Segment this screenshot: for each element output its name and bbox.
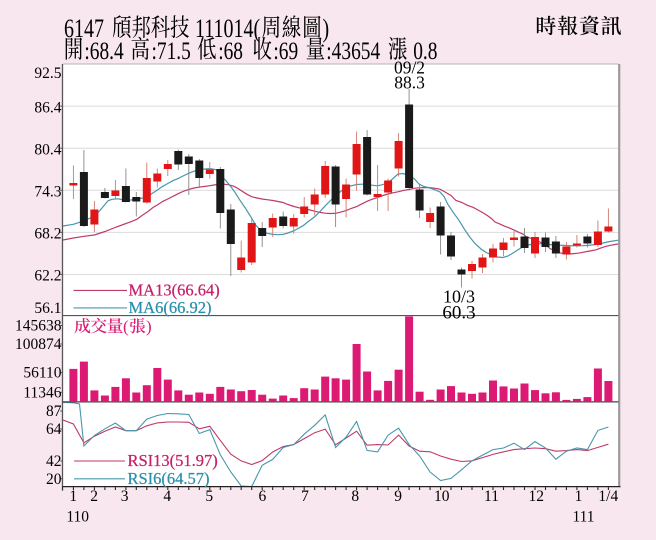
svg-text::68: :68 — [218, 37, 243, 65]
svg-text:): ) — [146, 317, 152, 336]
svg-text:1: 1 — [69, 488, 77, 505]
svg-text:64: 64 — [46, 421, 62, 438]
svg-text:80.4: 80.4 — [34, 141, 61, 158]
svg-text:111014(: 111014( — [195, 15, 260, 44]
svg-text:5: 5 — [205, 488, 213, 505]
svg-text:RSI6(64.57): RSI6(64.57) — [128, 469, 210, 488]
svg-text:62.2: 62.2 — [34, 268, 61, 285]
svg-text:145638: 145638 — [15, 318, 62, 335]
svg-text:3: 3 — [121, 488, 129, 505]
svg-text:56110: 56110 — [23, 365, 61, 382]
svg-text::71.5: :71.5 — [152, 37, 191, 65]
svg-text:6: 6 — [259, 488, 267, 505]
svg-text:MA13(66.64): MA13(66.64) — [129, 281, 220, 300]
svg-text:88.3: 88.3 — [394, 73, 425, 93]
svg-text:111: 111 — [572, 508, 594, 525]
svg-text:2: 2 — [90, 488, 98, 505]
svg-text:(: ( — [123, 317, 129, 336]
svg-text:11346: 11346 — [23, 385, 61, 402]
svg-text:74.3: 74.3 — [34, 184, 61, 201]
svg-text::68.4: :68.4 — [84, 37, 123, 65]
svg-text:09/2: 09/2 — [394, 58, 425, 78]
svg-text:1/4: 1/4 — [598, 488, 618, 505]
svg-text:42: 42 — [46, 453, 62, 470]
svg-text:12: 12 — [529, 488, 545, 505]
svg-text:10/3: 10/3 — [443, 287, 475, 307]
svg-text:MA6(66.92): MA6(66.92) — [129, 298, 212, 317]
svg-text:9: 9 — [394, 488, 402, 505]
svg-text:100874: 100874 — [15, 336, 62, 353]
svg-text:11: 11 — [484, 488, 499, 505]
svg-text:110: 110 — [66, 508, 89, 525]
svg-text:10: 10 — [434, 488, 450, 505]
svg-text::69: :69 — [273, 37, 298, 65]
svg-text:8: 8 — [351, 488, 359, 505]
svg-text:4: 4 — [163, 488, 171, 505]
svg-text:20: 20 — [46, 471, 62, 488]
svg-text:): ) — [323, 15, 330, 44]
svg-text:7: 7 — [301, 488, 309, 505]
svg-text:60.3: 60.3 — [442, 302, 475, 323]
svg-text:86.4: 86.4 — [34, 99, 61, 116]
svg-text:RSI13(51.97): RSI13(51.97) — [128, 451, 218, 470]
svg-text:0.8: 0.8 — [413, 37, 437, 65]
svg-text:92.5: 92.5 — [34, 65, 61, 82]
svg-text:1: 1 — [575, 488, 583, 505]
svg-text:56.1: 56.1 — [34, 300, 61, 317]
svg-text:68.2: 68.2 — [34, 226, 61, 243]
svg-text::43654: :43654 — [326, 37, 380, 65]
svg-text:87: 87 — [46, 403, 62, 420]
